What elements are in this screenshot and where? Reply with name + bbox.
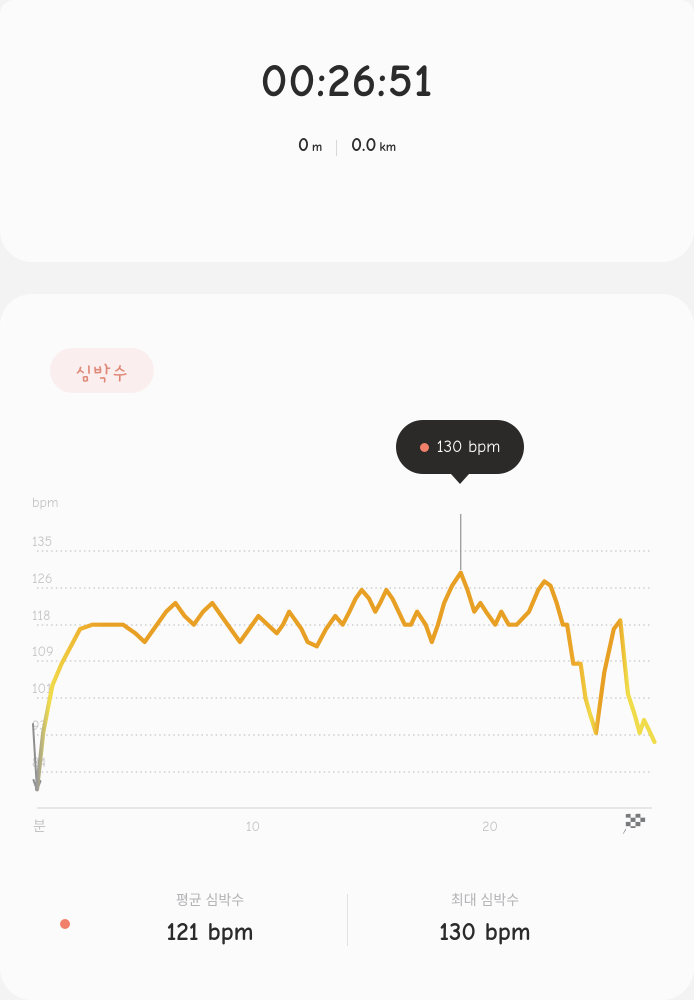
svg-text:109: 109 [32,643,54,660]
svg-text:20: 20 [482,818,498,834]
svg-text:126: 126 [32,570,52,587]
svg-text:118: 118 [32,607,50,624]
svg-text:분: 분 [33,818,46,834]
svg-text:10: 10 [246,818,260,834]
svg-text:bpm: bpm [32,494,59,511]
svg-text:135: 135 [32,533,52,550]
